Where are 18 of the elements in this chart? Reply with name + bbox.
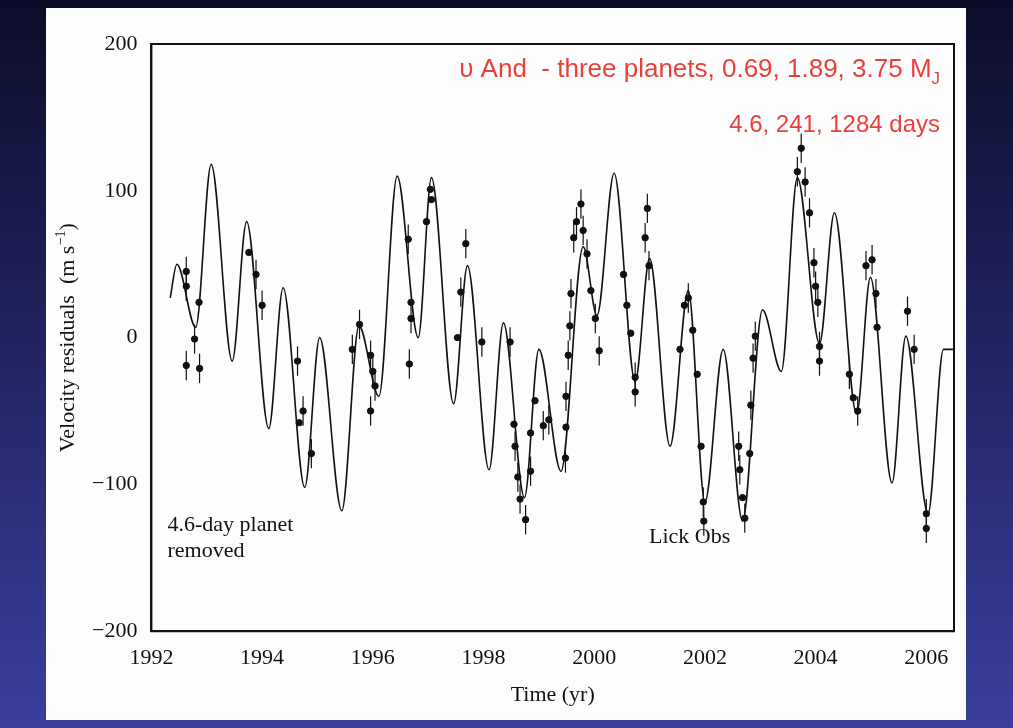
x-tick-label: 2006 xyxy=(904,644,949,670)
x-tick-label: 1992 xyxy=(129,644,174,670)
x-tick-label: 1998 xyxy=(461,644,506,670)
y-tick-label: 100 xyxy=(104,176,138,202)
y-tick-label: −200 xyxy=(91,616,138,642)
x-tick-label: 2002 xyxy=(682,644,727,670)
annotation: Lick Obs xyxy=(649,523,731,549)
text: 4.6, 241, 1284 days xyxy=(729,110,941,137)
x-axis-title: Time (yr) xyxy=(510,680,595,706)
x-tick-label: 1994 xyxy=(240,644,285,670)
x-tick-label: 2000 xyxy=(572,644,617,670)
y-tick-label: −100 xyxy=(91,470,138,496)
y-tick-label: 0 xyxy=(126,323,138,349)
y-tick-label: 200 xyxy=(104,29,138,55)
annotation: 4.6-day planet removed xyxy=(167,511,294,563)
x-tick-label: 2004 xyxy=(793,644,838,670)
y-axis-title: Velocity residuals (m s−1) xyxy=(52,223,79,453)
x-tick-label: 1996 xyxy=(350,644,395,670)
